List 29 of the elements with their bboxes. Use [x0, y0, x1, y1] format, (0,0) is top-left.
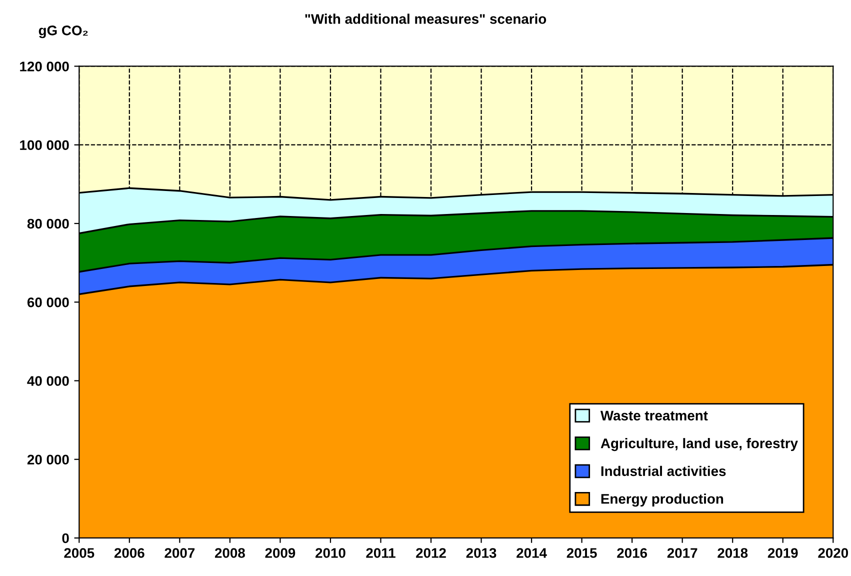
x-tick-label: 2009 — [265, 548, 296, 558]
legend-label: Industrial activities — [601, 466, 726, 476]
y-tick-label: 100 000 — [20, 140, 69, 150]
legend-label: Waste treatment — [600, 410, 708, 421]
y-tick-label: 40 000 — [27, 376, 69, 386]
y-tick-label: 60 000 — [27, 297, 69, 308]
x-tick-label: 2008 — [214, 548, 245, 558]
y-tick-label: 80 000 — [27, 218, 69, 229]
y-tick-label: 120 000 — [20, 62, 69, 72]
x-tick-label: 2013 — [466, 548, 496, 558]
legend-label: Energy production — [601, 494, 724, 507]
x-tick-label: 2014 — [516, 548, 547, 558]
x-tick-label: 2015 — [566, 548, 597, 558]
x-tick-label: 2016 — [617, 548, 648, 558]
x-tick-label: 2012 — [416, 548, 446, 558]
x-tick-label: 2006 — [114, 548, 144, 558]
x-tick-label: 2010 — [316, 548, 346, 558]
x-tick-label: 2007 — [164, 548, 195, 558]
x-tick-label: 2018 — [718, 548, 748, 558]
x-tick-label: 2005 — [64, 548, 94, 558]
y-tick-label: 20 000 — [27, 454, 69, 465]
legend-label: Agriculture, land use, forestry — [600, 438, 798, 452]
x-tick-label: 2011 — [366, 548, 396, 558]
x-tick-label: 2017 — [667, 548, 698, 558]
x-tick-label: 2020 — [818, 548, 848, 558]
y-axis-title: gG CO₂ — [38, 26, 88, 38]
chart-title: "With additional measures" scenario — [305, 14, 546, 24]
y-tick-label: 0 — [62, 533, 69, 544]
x-tick-label: 2019 — [768, 548, 798, 558]
